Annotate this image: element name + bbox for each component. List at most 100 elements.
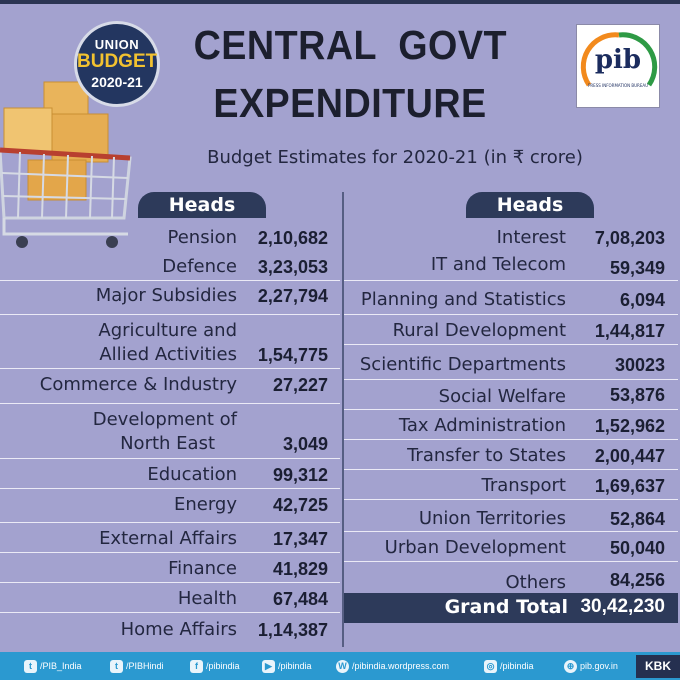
footer-youtube[interactable]: ▶ /pibindia [262, 658, 312, 674]
pib-logo-subtext: PRESS INFORMATION BUREAU [587, 83, 649, 88]
row-value: 3,23,053 [257, 257, 328, 277]
page-title-line1: CENTRAL GOVT [193, 22, 507, 68]
table-row: Planning and Statistics 6,094 [344, 283, 678, 315]
right-column-header: Heads [466, 192, 594, 218]
row-value: 2,00,447 [594, 446, 665, 466]
table-row: Agriculture and Allied Activities 1,54,7… [0, 317, 340, 369]
designer-tag: KBK [636, 655, 680, 678]
social-footer: t /PIB_India t /PIBHindi f /pibindia ▶ /… [0, 652, 680, 680]
union-budget-badge: UNION BUDGET 2020-21 [74, 21, 160, 107]
table-row: IT and Telecom 59,349 [344, 253, 678, 281]
row-value: 67,484 [272, 589, 328, 609]
footer-twitter-pib-india-text: /PIB_India [40, 661, 82, 671]
grand-total-label: Grand Total [444, 596, 568, 618]
table-row: Pension 2,10,682 [0, 223, 340, 251]
row-value: 2,27,794 [257, 286, 328, 306]
table-row: Commerce & Industry 27,227 [0, 371, 340, 404]
twitter-icon: t [110, 659, 123, 673]
subtitle: Budget Estimates for 2020-21 (in ₹ crore… [207, 147, 583, 168]
table-row: Defence 3,23,053 [0, 253, 340, 281]
page-title-line2: EXPENDITURE [213, 80, 487, 126]
row-name: Others [505, 572, 567, 593]
footer-instagram-text: /pibindia [500, 661, 534, 671]
table-row: Energy 42,725 [0, 491, 340, 523]
row-name: Scientific Departments [359, 354, 566, 375]
row-name-line2: North East [120, 433, 215, 454]
row-value: 7,08,203 [594, 228, 665, 248]
row-value: 59,349 [609, 258, 665, 278]
row-name: Social Welfare [438, 386, 566, 407]
row-value: 1,52,962 [594, 416, 665, 436]
row-name: Union Territories [418, 508, 566, 529]
table-row: Home Affairs 1,14,387 [0, 615, 340, 643]
globe-icon: ⊕ [564, 659, 577, 673]
row-value: 1,14,387 [257, 620, 328, 640]
grand-total-value: 30,42,230 [580, 596, 665, 617]
facebook-icon: f [190, 659, 203, 673]
row-name: Health [177, 588, 237, 609]
row-value: 27,227 [272, 375, 328, 395]
pib-logo-word: pib [594, 45, 642, 75]
footer-facebook-text: /pibindia [206, 661, 240, 671]
table-row: Health 67,484 [0, 585, 340, 613]
table-row: Interest 7,08,203 [344, 223, 678, 251]
table-row: Transfer to States 2,00,447 [344, 442, 678, 470]
wordpress-icon: W [336, 659, 349, 673]
table-row: External Affairs 17,347 [0, 525, 340, 553]
row-name: Major Subsidies [95, 285, 237, 306]
row-value: 3,049 [282, 434, 328, 454]
footer-twitter-pib-india[interactable]: t /PIB_India [24, 658, 82, 674]
row-name: External Affairs [99, 528, 237, 549]
row-name: Energy [173, 494, 237, 515]
table-row: Finance 41,829 [0, 555, 340, 583]
table-row: Major Subsidies 2,27,794 [0, 283, 340, 315]
table-row: Education 99,312 [0, 461, 340, 489]
row-name: Finance [168, 558, 237, 579]
footer-twitter-pib-hindi-text: /PIBHindi [126, 661, 164, 671]
table-row: Rural Development 1,44,817 [344, 317, 678, 345]
footer-facebook[interactable]: f /pibindia [190, 658, 240, 674]
footer-website[interactable]: ⊕ pib.gov.in [564, 658, 618, 674]
badge-year: 2020-21 [91, 74, 143, 90]
top-border [0, 0, 680, 4]
footer-wordpress-text: /pibindia.wordpress.com [352, 661, 450, 671]
shopping-cart-icon [0, 81, 132, 248]
row-value: 17,347 [272, 529, 328, 549]
row-value: 50,040 [609, 538, 665, 558]
table-row: Tax Administration 1,52,962 [344, 412, 678, 440]
table-row: Union Territories 52,864 [344, 502, 678, 532]
row-name: Development of [92, 409, 237, 430]
row-name: Tax Administration [398, 415, 566, 436]
footer-twitter-pib-hindi[interactable]: t /PIBHindi [110, 658, 164, 674]
pib-logo: pib PRESS INFORMATION BUREAU [576, 24, 660, 108]
footer-instagram[interactable]: ◎ /pibindia [484, 658, 534, 674]
row-name: Commerce & Industry [39, 374, 237, 395]
footer-website-text: pib.gov.in [580, 661, 618, 671]
row-name: Interest [496, 227, 566, 248]
row-name: Transfer to States [407, 445, 566, 466]
table-row: Urban Development 50,040 [344, 534, 678, 562]
table-row: Transport 1,69,637 [344, 472, 678, 500]
badge-line1: UNION [94, 37, 140, 52]
youtube-icon: ▶ [262, 659, 275, 673]
row-name: Rural Development [392, 320, 566, 341]
row-name: Planning and Statistics [360, 289, 566, 310]
row-name: Transport [481, 475, 566, 496]
table-row: Development of North East 3,049 [0, 406, 340, 459]
left-column-header: Heads [138, 192, 266, 218]
row-value: 53,876 [609, 385, 665, 405]
row-value: 1,44,817 [594, 321, 665, 341]
row-name: Education [147, 464, 237, 485]
pib-logo-emblem-icon [580, 32, 658, 87]
footer-wordpress[interactable]: W /pibindia.wordpress.com [336, 658, 449, 674]
column-divider [342, 192, 344, 647]
row-name: IT and Telecom [430, 254, 566, 275]
badge-line2: BUDGET [77, 51, 158, 72]
row-name: Pension [167, 227, 238, 248]
row-value: 84,256 [609, 570, 665, 590]
row-name-line2: Allied Activities [99, 344, 237, 365]
row-value: 2,10,682 [257, 228, 328, 248]
row-value: 1,69,637 [594, 476, 665, 496]
row-value: 52,864 [609, 509, 665, 529]
row-value: 41,829 [272, 559, 328, 579]
